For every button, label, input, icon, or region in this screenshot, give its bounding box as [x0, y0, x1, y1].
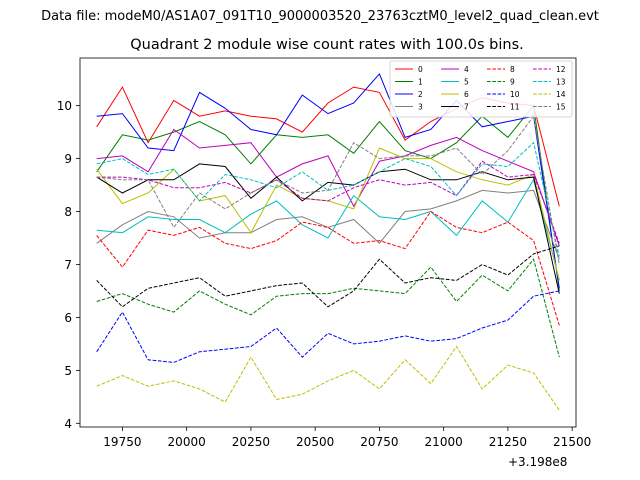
series-line-10 — [96, 290, 560, 363]
x-tick-label-20000: 20000 — [168, 435, 206, 449]
x-tick-label-20750: 20750 — [360, 435, 398, 449]
x-tick-label-21500: 21500 — [553, 435, 591, 449]
legend-label-6: 6 — [464, 90, 469, 99]
legend-label-7: 7 — [464, 103, 469, 112]
series-line-12 — [96, 160, 560, 244]
legend-label-11: 11 — [510, 103, 520, 112]
y-tick-label-8: 8 — [64, 205, 72, 219]
x-tick-label-21000: 21000 — [425, 435, 463, 449]
y-tick-label-5: 5 — [64, 364, 72, 378]
x-tick-label-19750: 19750 — [103, 435, 141, 449]
x-axis-offset-label: +3.198e8 — [508, 455, 567, 469]
series-line-8 — [96, 210, 560, 326]
legend-label-9: 9 — [510, 78, 515, 87]
legend-label-14: 14 — [556, 90, 566, 99]
legend-label-3: 3 — [418, 103, 423, 112]
x-tick-label-21250: 21250 — [489, 435, 527, 449]
series-line-7 — [96, 163, 560, 294]
legend-box — [389, 60, 573, 118]
series-line-11 — [96, 245, 560, 308]
legend-label-1: 1 — [418, 78, 423, 87]
series-line-5 — [96, 178, 560, 281]
series-line-14 — [96, 345, 560, 411]
legend-label-15: 15 — [556, 103, 566, 112]
y-tick-label-7: 7 — [64, 258, 72, 272]
series-line-15 — [96, 114, 560, 265]
x-tick-label-20250: 20250 — [232, 435, 270, 449]
y-tick-label-10: 10 — [57, 99, 72, 113]
chart-title: Quadrant 2 module wise count rates with … — [130, 37, 524, 53]
series-line-4 — [96, 128, 560, 247]
series-line-3 — [96, 189, 560, 260]
legend-label-12: 12 — [556, 65, 566, 74]
series-line-9 — [96, 258, 560, 358]
plot-area: 19750 20000 20250 20500 20750 21000 21250 21500… — [57, 57, 591, 449]
series-line-13 — [96, 141, 560, 257]
legend-label-10: 10 — [510, 90, 520, 99]
axes-frame — [79, 57, 577, 428]
legend-label-13: 13 — [556, 78, 566, 87]
legend-label-2: 2 — [418, 90, 423, 99]
y-tick-label-6: 6 — [64, 311, 72, 325]
legend-label-0: 0 — [418, 65, 423, 74]
series-line-2 — [96, 72, 560, 289]
legend-label-8: 8 — [510, 65, 515, 74]
legend-label-5: 5 — [464, 78, 469, 87]
x-tick-label-20500: 20500 — [296, 435, 334, 449]
figure-suptitle: Data file: modeM0/AS1A07_091T10_90000035… — [41, 9, 599, 24]
y-tick-label-4: 4 — [64, 417, 72, 431]
legend-label-4: 4 — [464, 65, 469, 74]
y-tick-label-9: 9 — [64, 152, 72, 166]
